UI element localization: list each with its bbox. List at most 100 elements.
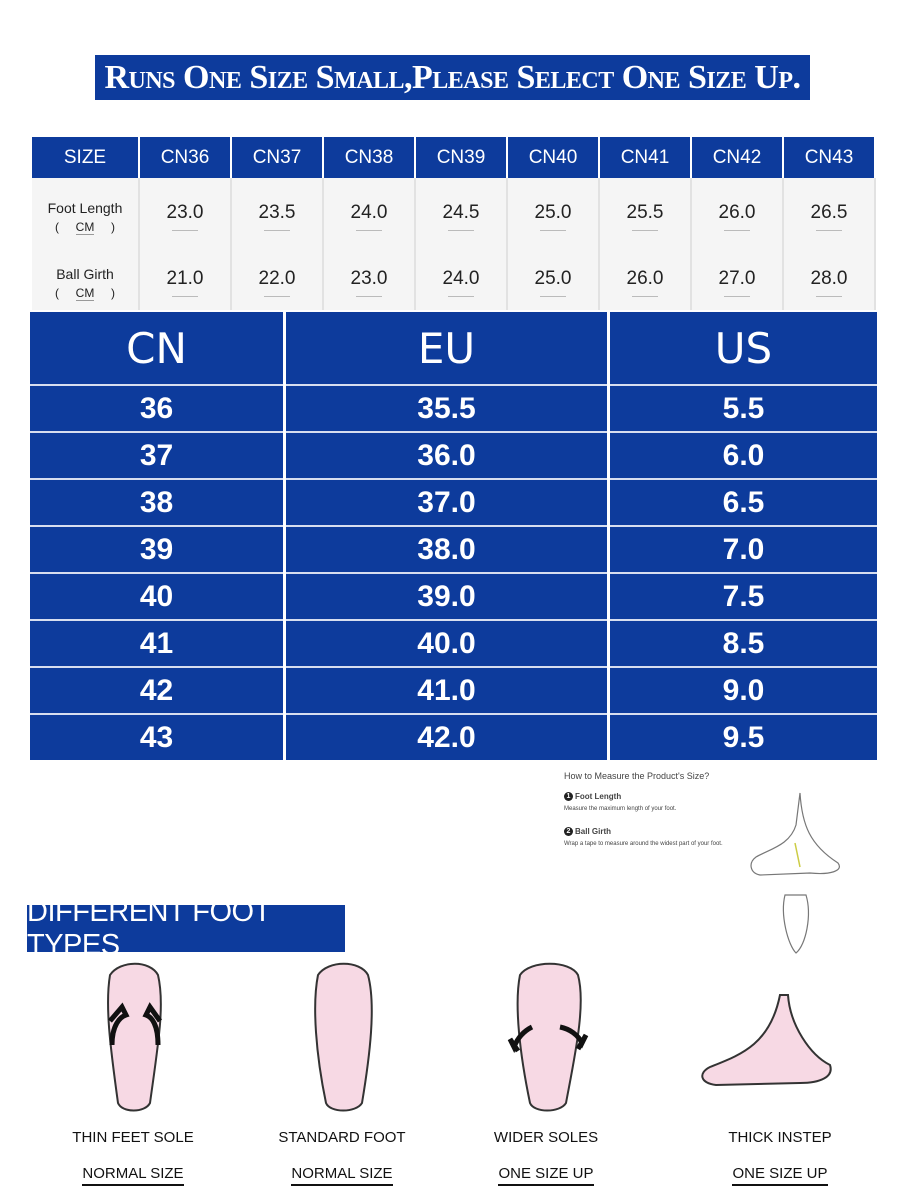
value: 26.0	[718, 202, 756, 223]
row-unit: ( CM )	[54, 219, 115, 235]
foot-top	[782, 894, 809, 954]
value: 24.0	[350, 202, 388, 223]
foot-illustrations	[107, 962, 832, 1112]
header-cell: CN39	[416, 137, 508, 178]
header-cell: CN42	[692, 137, 784, 178]
body-cell: 35.5	[286, 384, 607, 431]
value-cell: 24.5	[416, 178, 508, 255]
step-number: 2	[564, 827, 573, 836]
body-cell: 36.0	[286, 431, 607, 478]
body-cell: 7.5	[610, 572, 877, 619]
arrow	[108, 1002, 130, 1046]
body-cell: 7.0	[610, 525, 877, 572]
header-cell: CN37	[232, 137, 324, 178]
underline	[264, 224, 290, 231]
value: 26.0	[626, 268, 664, 289]
value: 23.5	[258, 202, 296, 223]
header-cell: CN43	[784, 137, 876, 178]
foot-type-size: NORMAL SIZE	[82, 1165, 184, 1186]
header-cell: CN38	[324, 137, 416, 178]
value: 25.0	[534, 268, 572, 289]
measure-title: How to Measure the Product's Size?	[564, 771, 710, 781]
value: 23.0	[350, 268, 388, 289]
foot-type-size: NORMAL SIZE	[291, 1165, 393, 1186]
underline	[540, 224, 566, 231]
foot-type-size-wrap: NORMAL SIZE	[33, 1165, 233, 1186]
body-cell: 40	[30, 572, 283, 619]
value: 25.5	[626, 202, 664, 223]
value-cell: 28.0	[784, 255, 876, 310]
body-cell: 39	[30, 525, 283, 572]
header-cell: US	[610, 312, 877, 384]
step-desc: Measure the maximum length of your foot.	[564, 806, 677, 812]
foot-instep	[701, 994, 832, 1087]
underline	[172, 224, 198, 231]
value-cell: 23.0	[324, 255, 416, 310]
value: 22.0	[258, 268, 296, 289]
step-number: 1	[564, 792, 573, 801]
body-cell: 42	[30, 666, 283, 713]
underline	[816, 224, 842, 231]
body-cell: 40.0	[286, 619, 607, 666]
body-cell: 37	[30, 431, 283, 478]
header-cell: SIZE	[32, 137, 140, 178]
body-cell: 38	[30, 478, 283, 525]
value: 21.0	[166, 268, 204, 289]
body-cell: 36	[30, 384, 283, 431]
foot-side	[750, 792, 840, 876]
row-label-cell: Foot Length ( CM )	[32, 178, 140, 255]
body-cell: 8.5	[610, 619, 877, 666]
value-cell: 23.5	[232, 178, 324, 255]
unit-text: CM	[75, 219, 95, 235]
step-desc: Wrap a tape to measure around the widest…	[564, 841, 723, 847]
header-cell: EU	[286, 312, 607, 384]
value-cell: 24.0	[416, 255, 508, 310]
foot-type-name: THIN FEET SOLE	[72, 1129, 194, 1146]
value-cell: 22.0	[232, 255, 324, 310]
unit-text: CM	[75, 285, 95, 301]
underline	[724, 224, 750, 231]
body-cell: 6.5	[610, 478, 877, 525]
row-label: Ball Girth	[56, 265, 114, 282]
underline	[172, 290, 198, 297]
body-cell: 9.0	[610, 666, 877, 713]
row-label: Foot Length	[47, 199, 123, 216]
value-cell: 25.0	[508, 178, 600, 255]
measure-diagram	[750, 792, 840, 954]
foot-wide	[516, 962, 582, 1112]
value: 24.5	[442, 202, 480, 223]
underline	[632, 224, 658, 231]
header-cell: CN40	[508, 137, 600, 178]
value-cell: 26.0	[692, 178, 784, 255]
foot-thin	[107, 962, 162, 1112]
value-cell: 24.0	[324, 178, 416, 255]
value: 28.0	[810, 268, 848, 289]
arrow	[507, 1024, 534, 1054]
foot-type-size-wrap: ONE SIZE UP	[680, 1165, 880, 1186]
value: 27.0	[718, 268, 756, 289]
body-cell: 39.0	[286, 572, 607, 619]
body-cell: 43	[30, 713, 283, 760]
underline	[632, 290, 658, 297]
value: 26.5	[810, 202, 848, 223]
foot-type-name: THICK INSTEP	[728, 1129, 832, 1146]
foot-type-size-wrap: NORMAL SIZE	[242, 1165, 442, 1186]
value-cell: 23.0	[140, 178, 232, 255]
foot-type-name: STANDARD FOOT	[278, 1129, 406, 1146]
foot-types-title: DIFFERENT FOOT TYPES	[27, 896, 345, 961]
row-label-cell: Ball Girth ( CM )	[32, 255, 140, 310]
value-cell: 26.0	[600, 255, 692, 310]
underline	[448, 224, 474, 231]
underline	[816, 290, 842, 297]
value: 24.0	[442, 268, 480, 289]
arrow	[142, 1002, 163, 1046]
underline	[448, 290, 474, 297]
body-cell: 38.0	[286, 525, 607, 572]
banner: Runs One Size Small,Please Select One Si…	[95, 55, 810, 100]
arrow	[559, 1024, 589, 1051]
value-cell: 25.0	[508, 255, 600, 310]
value-cell: 26.5	[784, 178, 876, 255]
underline	[724, 290, 750, 297]
underline	[264, 290, 290, 297]
